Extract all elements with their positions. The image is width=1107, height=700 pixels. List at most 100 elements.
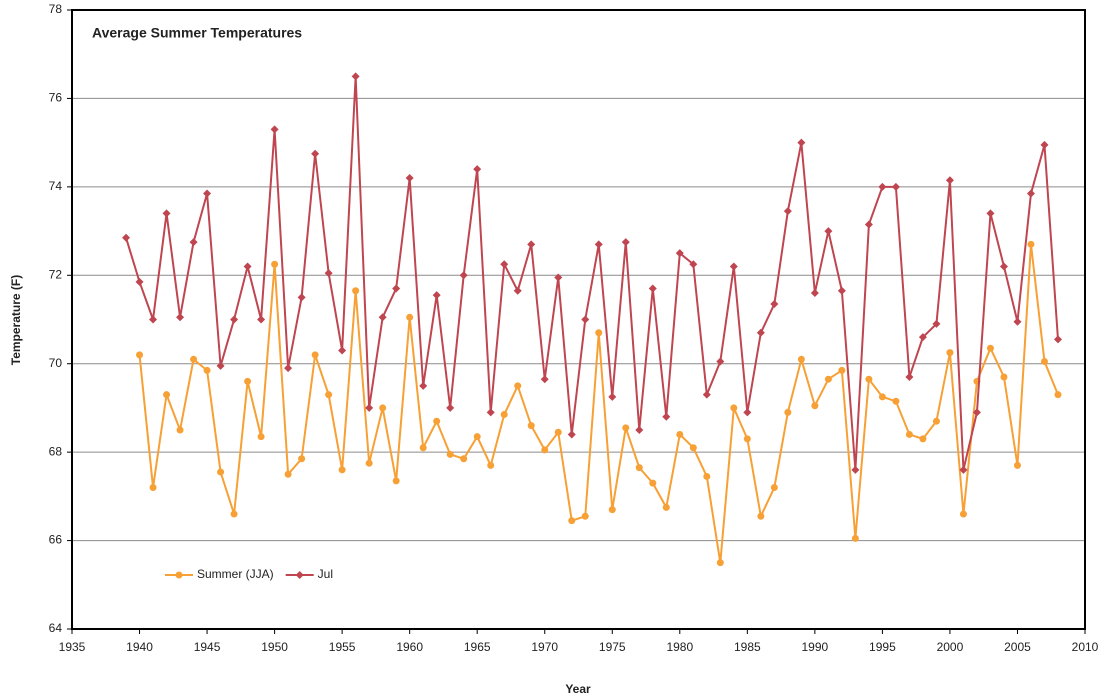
x-tick-label: 1975	[599, 640, 626, 654]
data-point	[878, 182, 887, 191]
plot-border	[71, 9, 1086, 630]
data-point	[716, 559, 724, 567]
data-point	[473, 165, 482, 174]
data-point	[379, 404, 387, 412]
data-point	[919, 435, 927, 443]
data-point	[297, 293, 306, 302]
data-point	[460, 455, 468, 463]
data-point	[1026, 189, 1035, 198]
y-tick-label: 76	[49, 91, 63, 105]
x-tick-label: 1950	[261, 640, 288, 654]
data-point	[946, 349, 954, 357]
plot-area	[72, 10, 1085, 629]
data-point	[284, 470, 292, 478]
data-point	[325, 391, 333, 399]
data-point	[1013, 317, 1022, 326]
data-point	[189, 238, 198, 247]
data-point	[703, 472, 711, 480]
data-point	[648, 284, 657, 293]
data-point	[864, 220, 873, 229]
data-point	[378, 313, 387, 322]
data-point	[581, 512, 589, 520]
x-tick-label: 1955	[329, 640, 356, 654]
data-point	[594, 240, 603, 249]
y-tick-label: 72	[49, 267, 63, 281]
data-point	[730, 404, 738, 412]
data-point	[446, 450, 454, 458]
data-point	[163, 391, 171, 399]
data-point	[635, 426, 644, 435]
legend-label: Jul	[318, 567, 333, 581]
data-point	[838, 366, 846, 374]
data-point	[122, 233, 131, 242]
data-point	[959, 465, 968, 474]
y-axis-label: Temperature (F)	[9, 275, 23, 365]
data-point	[216, 361, 225, 370]
data-point	[608, 392, 617, 401]
data-point	[608, 506, 616, 514]
data-point	[689, 260, 698, 269]
y-tick-label: 68	[49, 444, 63, 458]
data-point	[527, 240, 536, 249]
data-point	[743, 435, 751, 443]
data-point	[500, 260, 509, 269]
data-point	[176, 426, 184, 434]
x-tick-label: 1945	[194, 640, 221, 654]
data-point	[567, 430, 576, 439]
data-point	[243, 262, 252, 271]
data-point	[257, 433, 265, 441]
data-point	[716, 357, 725, 366]
data-point	[284, 364, 293, 373]
x-tick-label: 1970	[531, 640, 558, 654]
data-point	[432, 291, 441, 300]
chart-title: Average Summer Temperatures	[92, 25, 302, 41]
data-point	[945, 176, 954, 185]
data-point	[1013, 461, 1021, 469]
data-point	[1040, 358, 1048, 366]
data-point	[621, 238, 630, 247]
x-tick-label: 1985	[734, 640, 761, 654]
x-tick-label: 1995	[869, 640, 896, 654]
data-point	[676, 430, 684, 438]
data-point	[311, 149, 320, 158]
data-point	[797, 138, 806, 147]
data-point	[702, 390, 711, 399]
data-point	[837, 286, 846, 295]
data-point	[230, 315, 239, 324]
data-point	[351, 72, 360, 81]
data-point	[459, 271, 468, 280]
x-tick-label: 2000	[937, 640, 964, 654]
y-tick-label: 78	[49, 2, 63, 16]
data-point	[595, 329, 603, 337]
data-point	[311, 351, 319, 359]
data-point	[649, 479, 657, 487]
data-point	[689, 444, 697, 452]
data-point	[271, 260, 279, 268]
data-point	[972, 408, 981, 417]
data-point	[324, 269, 333, 278]
data-point	[581, 315, 590, 324]
data-point	[446, 403, 455, 412]
data-point	[810, 288, 819, 297]
x-tick-label: 2005	[1004, 640, 1031, 654]
data-point	[217, 468, 225, 476]
data-point	[230, 510, 238, 518]
data-point	[270, 125, 279, 134]
data-point	[756, 328, 765, 337]
data-point	[865, 375, 873, 383]
legend-marker	[295, 571, 304, 579]
data-point	[554, 273, 563, 282]
x-tick-label: 1965	[464, 640, 491, 654]
x-tick-label: 1935	[59, 640, 86, 654]
data-point	[338, 466, 346, 474]
x-tick-label: 1980	[666, 640, 693, 654]
data-point	[527, 422, 535, 430]
data-point	[135, 277, 144, 286]
data-point	[1054, 391, 1062, 399]
data-point	[136, 351, 144, 359]
x-axis-label: Year	[565, 682, 591, 696]
data-point	[541, 446, 549, 454]
data-point	[1027, 240, 1035, 248]
data-point	[784, 408, 792, 416]
